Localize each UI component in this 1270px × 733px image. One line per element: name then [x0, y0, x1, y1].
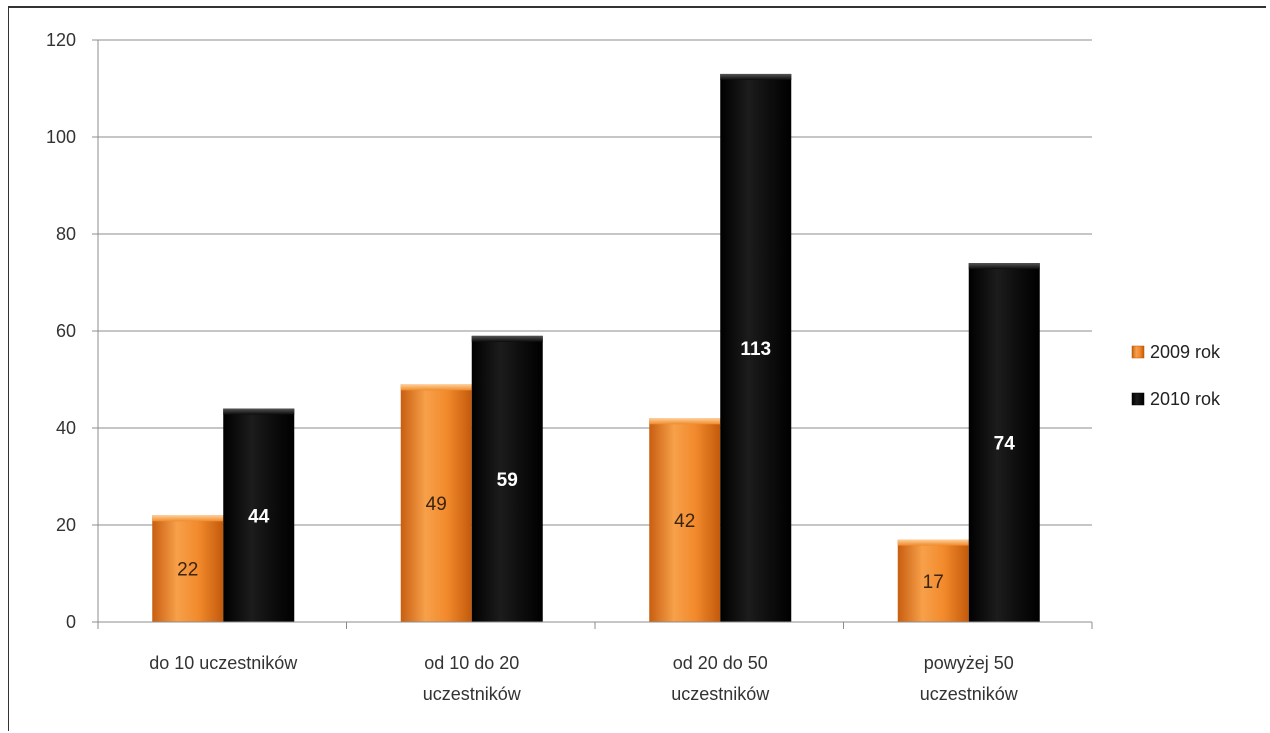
y-tick-label: 100	[46, 127, 76, 147]
y-tick-label: 40	[56, 418, 76, 438]
data-label: 113	[740, 339, 771, 360]
data-label: 22	[177, 560, 198, 581]
legend-label: 2010 rok	[1150, 389, 1221, 409]
bar-2009	[649, 418, 721, 622]
bar-2010	[471, 335, 543, 622]
bar-top-bevel	[649, 418, 721, 425]
data-label: 44	[248, 506, 270, 527]
bar-top-bevel	[400, 384, 472, 391]
x-category-label: od 20 do 50	[673, 653, 768, 673]
bar-top-bevel	[223, 408, 295, 415]
data-label: 49	[426, 494, 447, 515]
legend-swatch	[1131, 345, 1145, 359]
bar-2009	[897, 539, 969, 622]
bar-top-bevel	[471, 335, 543, 342]
y-tick-label: 120	[46, 30, 76, 50]
bar-2010	[223, 408, 295, 622]
data-label: 17	[923, 572, 944, 593]
x-category-label: uczestników	[423, 684, 522, 704]
bar-2009	[152, 515, 224, 622]
x-category-label: uczestników	[920, 684, 1019, 704]
data-label: 59	[497, 470, 518, 491]
y-tick-label: 80	[56, 224, 76, 244]
legend-swatch	[1131, 392, 1145, 406]
x-category-label: uczestników	[671, 684, 770, 704]
bar-top-bevel	[720, 73, 792, 80]
legend-label: 2009 rok	[1150, 342, 1221, 362]
bar-2010	[720, 73, 792, 622]
x-category-label: od 10 do 20	[424, 653, 519, 673]
data-label: 42	[674, 511, 695, 532]
bar-2010	[968, 263, 1040, 622]
bar-top-bevel	[152, 515, 224, 522]
chart-frame	[8, 6, 1266, 731]
y-tick-label: 60	[56, 321, 76, 341]
bar-2009	[400, 384, 472, 622]
bar-top-bevel	[968, 263, 1040, 270]
x-category-label: do 10 uczestników	[149, 653, 298, 673]
data-label: 74	[994, 434, 1016, 455]
bar-top-bevel	[897, 539, 969, 546]
x-category-label: powyżej 50	[924, 653, 1014, 673]
y-tick-label: 0	[66, 612, 76, 632]
y-tick-label: 20	[56, 515, 76, 535]
